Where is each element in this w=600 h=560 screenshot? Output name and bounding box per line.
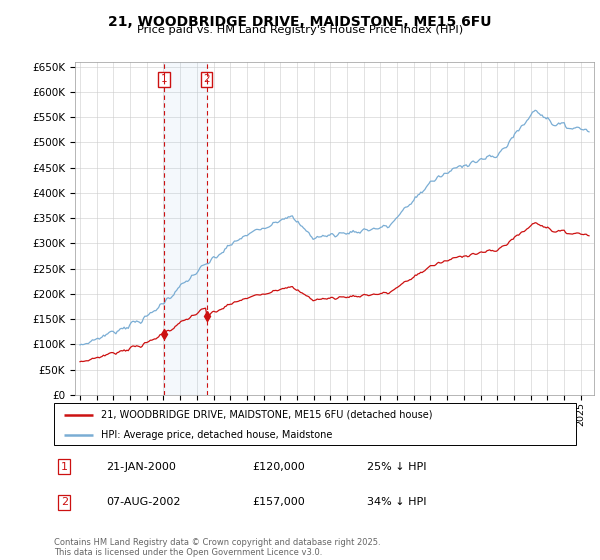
Text: Contains HM Land Registry data © Crown copyright and database right 2025.
This d: Contains HM Land Registry data © Crown c…: [54, 538, 380, 557]
Text: 21-JAN-2000: 21-JAN-2000: [106, 462, 176, 472]
Text: 2: 2: [203, 74, 210, 84]
Text: HPI: Average price, detached house, Maidstone: HPI: Average price, detached house, Maid…: [101, 430, 332, 440]
FancyBboxPatch shape: [54, 403, 576, 445]
Text: 07-AUG-2002: 07-AUG-2002: [106, 497, 181, 507]
Text: 25% ↓ HPI: 25% ↓ HPI: [367, 462, 427, 472]
Text: 1: 1: [161, 74, 167, 84]
Text: Price paid vs. HM Land Registry's House Price Index (HPI): Price paid vs. HM Land Registry's House …: [137, 25, 463, 35]
Text: 34% ↓ HPI: 34% ↓ HPI: [367, 497, 427, 507]
Text: £120,000: £120,000: [253, 462, 305, 472]
Text: £157,000: £157,000: [253, 497, 305, 507]
Text: 1: 1: [61, 462, 68, 472]
Text: 21, WOODBRIDGE DRIVE, MAIDSTONE, ME15 6FU: 21, WOODBRIDGE DRIVE, MAIDSTONE, ME15 6F…: [108, 15, 492, 29]
Bar: [164, 62, 206, 395]
Text: 21, WOODBRIDGE DRIVE, MAIDSTONE, ME15 6FU (detached house): 21, WOODBRIDGE DRIVE, MAIDSTONE, ME15 6F…: [101, 409, 433, 419]
Text: 2: 2: [61, 497, 68, 507]
